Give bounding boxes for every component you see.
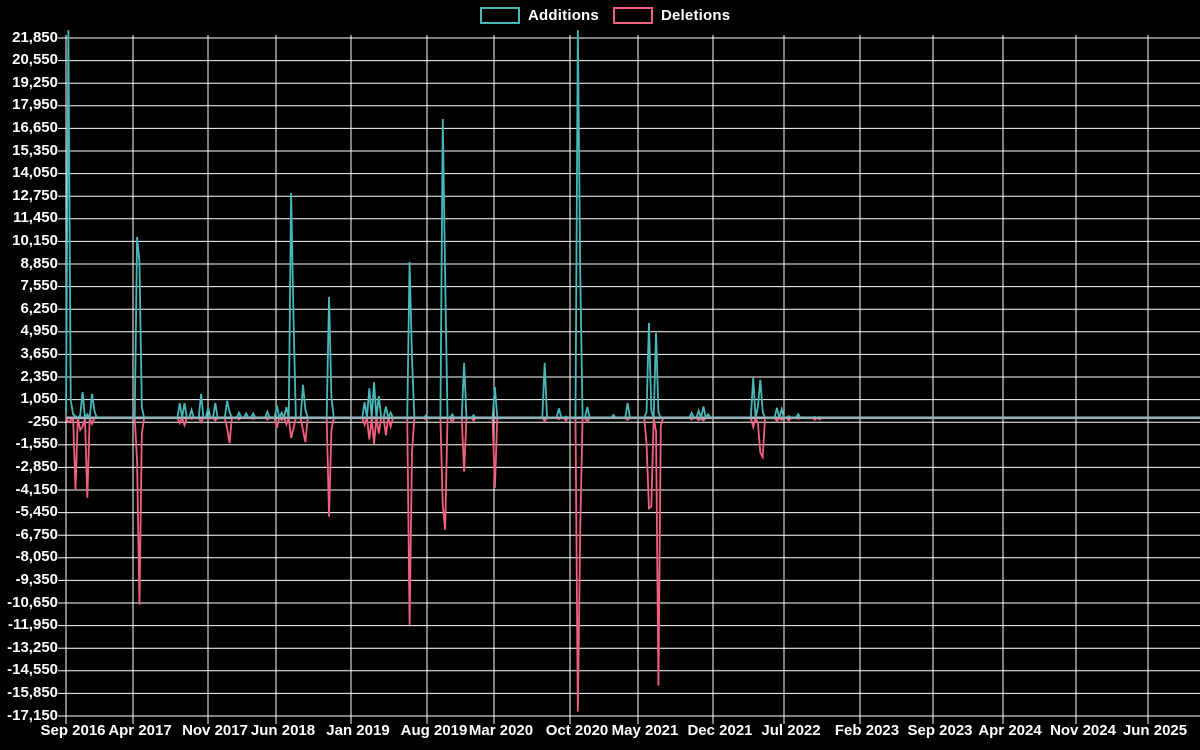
legend: Additions Deletions bbox=[480, 7, 744, 24]
y-tick-label: 6,250 bbox=[20, 299, 58, 317]
y-tick-label: 19,250 bbox=[12, 73, 58, 91]
y-tick-label: -2,850 bbox=[15, 457, 58, 475]
x-tick-label: May 2021 bbox=[611, 722, 679, 739]
y-tick-label: -14,550 bbox=[7, 661, 58, 679]
y-tick-label: -8,050 bbox=[15, 548, 58, 566]
y-tick-label: -1,550 bbox=[15, 435, 58, 453]
legend-deletions-swatch[interactable] bbox=[612, 7, 653, 24]
y-tick-label: -5,450 bbox=[15, 503, 58, 521]
x-tick-label: Sep 2016 bbox=[40, 722, 106, 739]
y-tick-label: 17,950 bbox=[12, 96, 58, 114]
y-tick-label: 14,050 bbox=[12, 164, 58, 182]
y-tick-label: -250 bbox=[27, 412, 58, 430]
y-tick-label: -10,650 bbox=[7, 593, 58, 611]
y-tick-label: 7,550 bbox=[20, 277, 58, 295]
y-tick-label: 8,850 bbox=[20, 254, 58, 272]
legend-deletions-label[interactable]: Deletions bbox=[660, 7, 731, 24]
y-tick-label: 20,550 bbox=[12, 51, 58, 69]
deletions-line bbox=[65, 415, 1199, 712]
y-tick-label: -17,150 bbox=[7, 706, 58, 724]
y-tick-label: -11,950 bbox=[7, 616, 58, 634]
x-tick-label: Oct 2020 bbox=[545, 722, 609, 739]
y-tick-label: -6,750 bbox=[15, 525, 58, 543]
x-tick-label: Apr 2024 bbox=[978, 722, 1042, 739]
y-tick-label: 12,750 bbox=[12, 186, 58, 204]
x-tick-label: Nov 2024 bbox=[1050, 722, 1116, 739]
y-tick-label: -9,350 bbox=[15, 570, 58, 588]
y-tick-label: -4,150 bbox=[15, 480, 58, 498]
y-tick-label: 15,350 bbox=[12, 141, 58, 159]
x-tick-label: Nov 2017 bbox=[182, 722, 248, 739]
legend-additions-swatch[interactable] bbox=[480, 7, 520, 24]
x-tick-label: Feb 2023 bbox=[834, 722, 900, 739]
y-tick-label: -13,250 bbox=[7, 638, 58, 656]
x-tick-label: Jun 2018 bbox=[250, 722, 316, 739]
y-tick-label: 2,350 bbox=[20, 367, 58, 385]
x-tick-label: Mar 2020 bbox=[468, 722, 534, 739]
x-tick-label: Sep 2023 bbox=[907, 722, 973, 739]
x-tick-label: Jul 2022 bbox=[761, 722, 821, 739]
y-tick-label: 16,650 bbox=[12, 118, 58, 136]
y-tick-label: 3,650 bbox=[20, 344, 58, 362]
legend-additions-label[interactable]: Additions bbox=[528, 7, 599, 24]
x-tick-label: Dec 2021 bbox=[687, 722, 753, 739]
y-tick-label: 10,150 bbox=[12, 231, 58, 249]
y-tick-label: 21,850 bbox=[12, 28, 58, 46]
y-tick-label: 4,950 bbox=[20, 322, 58, 340]
x-tick-label: Apr 2017 bbox=[108, 722, 172, 739]
y-tick-label: 1,050 bbox=[20, 390, 58, 408]
additions-line bbox=[65, 30, 1199, 422]
x-tick-label: Jun 2025 bbox=[1122, 722, 1188, 739]
y-tick-label: 11,450 bbox=[12, 209, 58, 227]
x-tick-label: Aug 2019 bbox=[400, 722, 468, 739]
x-tick-label: Jan 2019 bbox=[326, 722, 390, 739]
y-tick-label: -15,850 bbox=[7, 683, 58, 701]
